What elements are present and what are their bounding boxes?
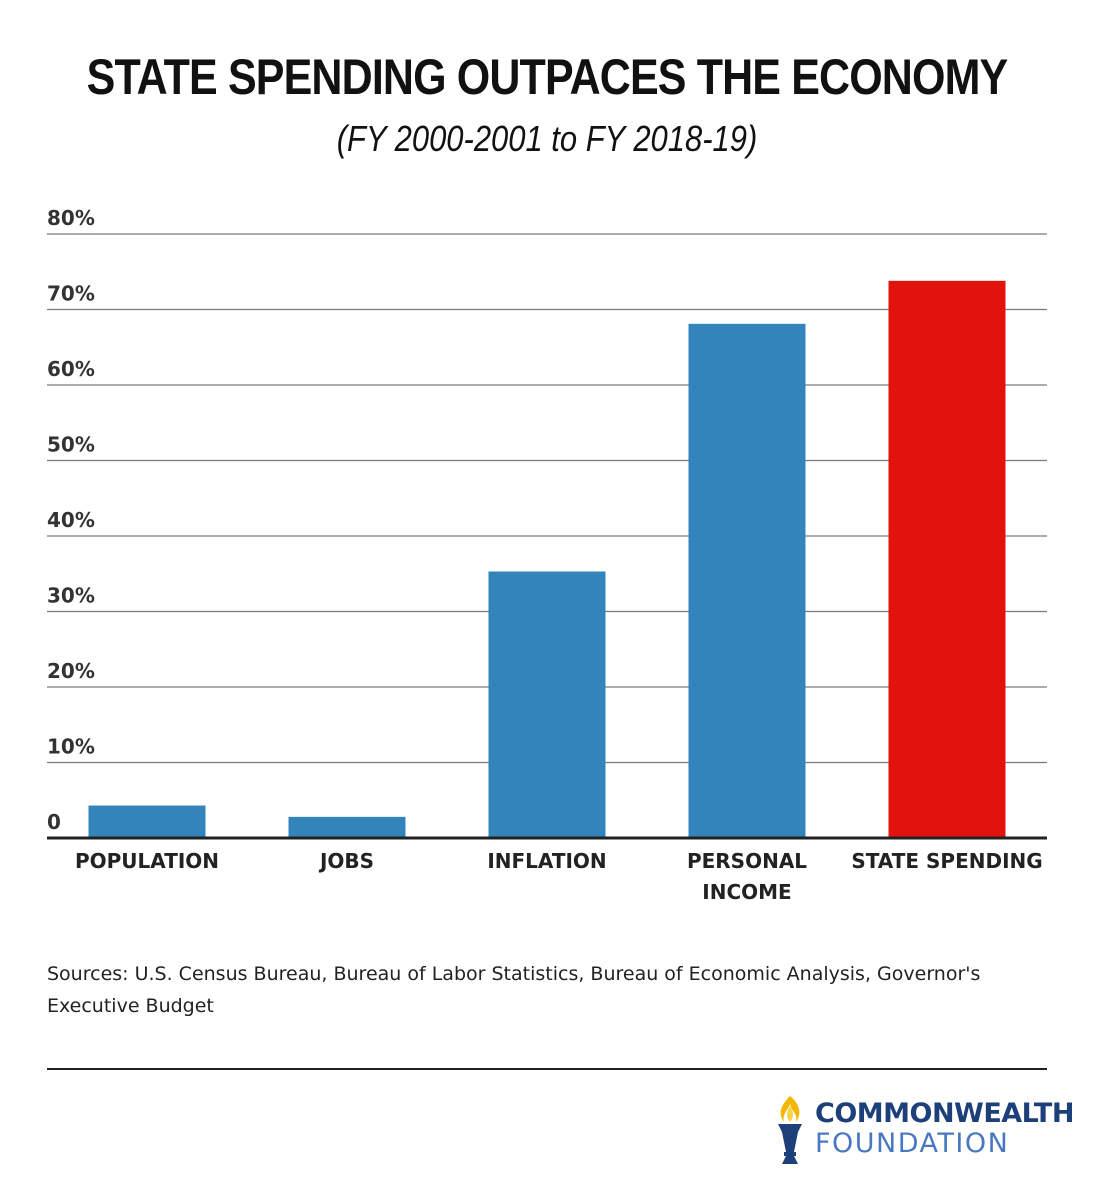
chart-title: STATE SPENDING OUTPACES THE ECONOMY [86, 49, 1009, 105]
y-tick-label: 50% [47, 433, 95, 457]
footer-divider [47, 1068, 1047, 1070]
y-tick-label: 0 [47, 810, 61, 834]
bar-chart: 0 10% 20% 30% 40% 50% 60% 70% 80% POPULATION JOBS I… [47, 206, 1047, 904]
y-tick-label: 80% [47, 206, 95, 230]
x-category-label: INCOME [702, 880, 791, 904]
logo-line-1: COMMONWEALTH [815, 1098, 1074, 1129]
bar [888, 280, 1006, 838]
x-category-label: STATE SPENDING [851, 849, 1042, 873]
y-tick-label: 20% [47, 659, 95, 683]
y-tick-label: 30% [47, 584, 95, 608]
y-tick-label: 40% [47, 508, 95, 532]
x-category-label: INFLATION [487, 849, 606, 873]
bar [488, 571, 606, 838]
chart-subtitle: (FY 2000-2001 to FY 2018-19) [336, 118, 758, 159]
logo-line-2: FOUNDATION [815, 1128, 1010, 1159]
commonwealth-foundation-logo: COMMONWEALTH FOUNDATION [770, 1090, 1074, 1170]
x-category-label: PERSONAL [687, 849, 807, 873]
x-category-label: JOBS [318, 849, 374, 873]
x-category-label: POPULATION [75, 849, 219, 873]
bar [88, 805, 206, 838]
y-tick-label: 60% [47, 357, 95, 381]
y-tick-label: 70% [47, 282, 95, 306]
torch-icon [778, 1096, 802, 1164]
bar [288, 816, 406, 838]
y-tick-label: 10% [47, 735, 95, 759]
sources-note: Sources: U.S. Census Bureau, Bureau of L… [47, 963, 981, 1017]
bar [688, 323, 806, 839]
